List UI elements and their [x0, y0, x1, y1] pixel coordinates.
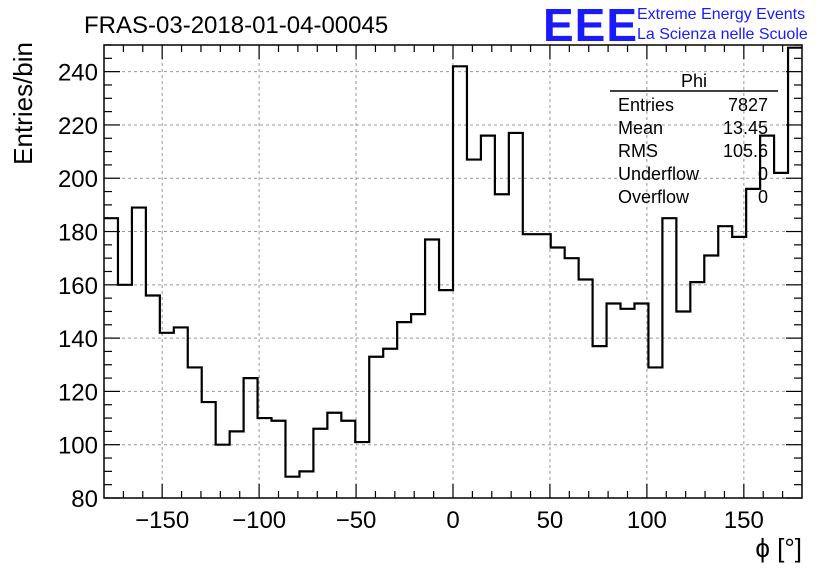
histogram-bin: [718, 226, 732, 498]
histogram-bin: [704, 256, 718, 498]
stats-value: 13.45: [723, 118, 768, 138]
histogram-bin: [788, 48, 802, 498]
histogram-bin: [481, 136, 495, 498]
histogram-bin: [676, 311, 690, 498]
histogram-bin: [425, 240, 439, 498]
y-tick-label: 100: [58, 433, 98, 460]
axis-ticks: [104, 44, 802, 499]
histogram-bin: [593, 346, 607, 498]
logo-mark: EEE: [543, 0, 638, 51]
histogram-bin: [272, 421, 286, 498]
histogram-bin: [537, 234, 551, 498]
stats-title: Phi: [681, 71, 707, 91]
x-tick-label: −50: [336, 507, 377, 534]
stats-value: 0: [758, 164, 768, 184]
histogram-bin: [439, 290, 453, 498]
x-tick-label: 150: [724, 507, 764, 534]
stats-box: Phi Entries 7827 Mean 13.45 RMS 105.6 Underflo…: [610, 71, 778, 207]
histogram-bin: [690, 282, 704, 498]
histogram-bin: [132, 208, 146, 498]
histogram-bin: [202, 402, 216, 498]
histogram-bin: [313, 429, 327, 498]
histogram-bin: [299, 471, 313, 498]
stats-label: Mean: [618, 118, 663, 138]
y-tick-label: 200: [58, 166, 98, 193]
histogram-bin: [188, 367, 202, 498]
histogram-bin: [509, 133, 523, 498]
stats-label: Entries: [618, 95, 674, 115]
eee-logo: EEE Extreme Energy Events La Scienza nel…: [543, 0, 808, 51]
y-axis-label: Entries/bin: [8, 42, 38, 165]
histogram-bin: [453, 66, 467, 498]
y-tick-label: 240: [58, 60, 98, 87]
histogram-bin: [369, 357, 383, 498]
y-tick-label: 140: [58, 326, 98, 353]
x-tick-label: 100: [627, 507, 667, 534]
stats-label: Overflow: [618, 187, 690, 207]
x-tick-label: −100: [232, 507, 286, 534]
y-tick-label: 120: [58, 379, 98, 406]
histogram-bin: [732, 237, 746, 498]
y-tick-label: 80: [71, 486, 98, 513]
histogram-bin: [104, 218, 118, 498]
histogram-bin: [411, 314, 425, 498]
histogram-bin: [341, 421, 355, 498]
stats-value: 0: [758, 187, 768, 207]
chart-title: FRAS-03-2018-01-04-00045: [84, 12, 388, 39]
tick-labels: −150 −100 −50 0 50 100 150 80 100 120 140 160 180 200…: [58, 60, 764, 534]
histogram-bin: [634, 303, 648, 498]
histogram-bin: [397, 322, 411, 498]
histogram-bin: [662, 218, 676, 498]
histogram-bin: [230, 431, 244, 498]
histogram-bin: [174, 327, 188, 498]
y-tick-label: 160: [58, 273, 98, 300]
histogram-bin: [244, 378, 258, 498]
logo-line-1: Extreme Energy Events: [637, 6, 805, 23]
logo-line-2: La Scienza nelle Scuole: [637, 26, 808, 43]
histogram-bin: [551, 248, 565, 498]
histogram-bin: [621, 309, 635, 498]
histogram-bin: [216, 445, 230, 498]
histogram-bin: [495, 194, 509, 498]
histogram-bin: [146, 295, 160, 498]
histogram-bin: [160, 333, 174, 498]
histogram-series: [104, 46, 802, 498]
x-axis-label: ϕ [°]: [755, 533, 802, 563]
x-tick-label: 0: [446, 507, 459, 534]
stats-label: Underflow: [618, 164, 700, 184]
histogram-bin: [746, 189, 760, 498]
histogram-bin: [118, 285, 132, 498]
histogram-bin: [648, 367, 662, 498]
histogram-bin: [565, 258, 579, 498]
histogram-bin: [467, 160, 481, 498]
histogram-bin: [774, 173, 788, 498]
y-tick-label: 180: [58, 220, 98, 247]
y-tick-label: 220: [58, 113, 98, 140]
histogram-bin: [327, 413, 341, 498]
stats-value: 7827: [728, 95, 768, 115]
histogram-line: [104, 46, 802, 478]
histogram-bin: [607, 303, 621, 498]
histogram-bin: [383, 349, 397, 498]
histogram-bin: [579, 279, 593, 498]
stats-value: 105.6: [723, 141, 768, 161]
histogram-bin: [355, 442, 369, 498]
histogram-bin: [523, 234, 537, 498]
stats-label: RMS: [618, 141, 658, 161]
x-tick-label: 50: [537, 507, 564, 534]
x-tick-label: −150: [135, 507, 189, 534]
